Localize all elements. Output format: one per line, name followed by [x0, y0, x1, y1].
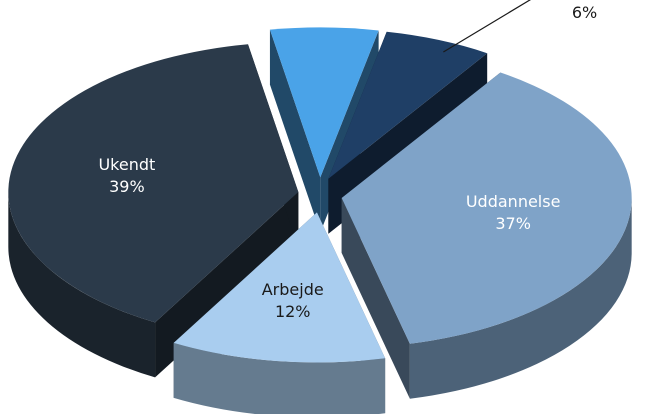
slice-wall [269, 29, 321, 233]
slice-label: Ukendt [98, 155, 155, 174]
slice-wall [341, 197, 410, 399]
slice [328, 31, 488, 179]
slice-value-label: 12% [275, 302, 311, 321]
slice-side [8, 192, 156, 378]
slice-value-label: 37% [495, 214, 531, 233]
slice-value-label: 39% [109, 177, 145, 196]
slice-side [173, 342, 386, 414]
slice-label: Arbejde [262, 280, 324, 299]
slice-value-label: 6% [572, 3, 597, 22]
slice [341, 72, 632, 344]
slice-side [409, 197, 632, 399]
leader-line [443, 0, 531, 53]
slice [173, 212, 386, 363]
slice [269, 27, 379, 178]
slice [8, 44, 299, 323]
slice-label: Uddannelse [466, 192, 561, 211]
